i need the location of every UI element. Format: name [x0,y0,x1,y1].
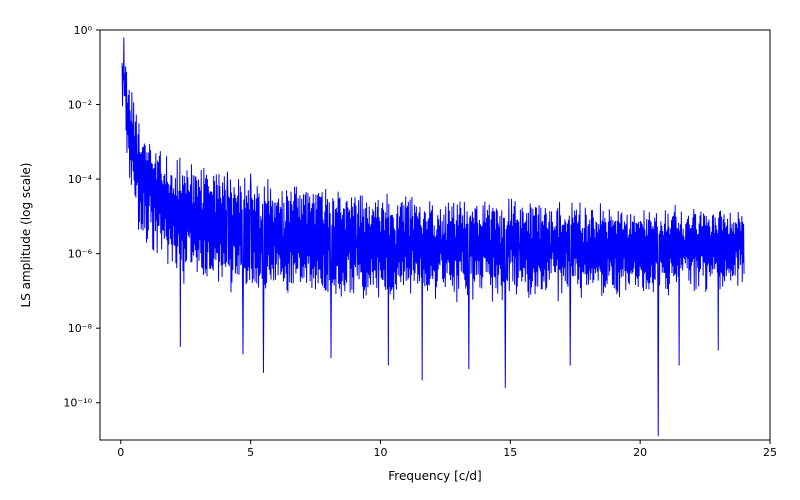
ytick-label: 10⁻⁴ [68,173,93,186]
y-axis-label: LS amplitude (log scale) [19,163,33,308]
ytick-label: 10⁻⁶ [68,248,93,261]
xtick-label: 0 [117,446,124,459]
xtick-label: 25 [763,446,777,459]
periodogram-chart: 0 5 10 15 20 25 10⁻¹⁰ 10⁻⁸ 10⁻⁶ 10⁻⁴ 10⁻² 10⁰ Freque… [0,0,800,500]
xtick-label: 5 [247,446,254,459]
xtick-label: 10 [373,446,387,459]
ytick-label: 10⁻¹⁰ [63,397,92,410]
ytick-label: 10⁻² [68,99,92,112]
ytick-label: 10⁻⁸ [68,322,93,335]
xtick-label: 15 [503,446,517,459]
ytick-label: 10⁰ [74,24,93,37]
chart-svg: 0 5 10 15 20 25 10⁻¹⁰ 10⁻⁸ 10⁻⁶ 10⁻⁴ 10⁻² 10⁰ Freque… [0,0,800,500]
xtick-label: 20 [633,446,647,459]
x-axis-label: Frequency [c/d] [388,469,481,483]
